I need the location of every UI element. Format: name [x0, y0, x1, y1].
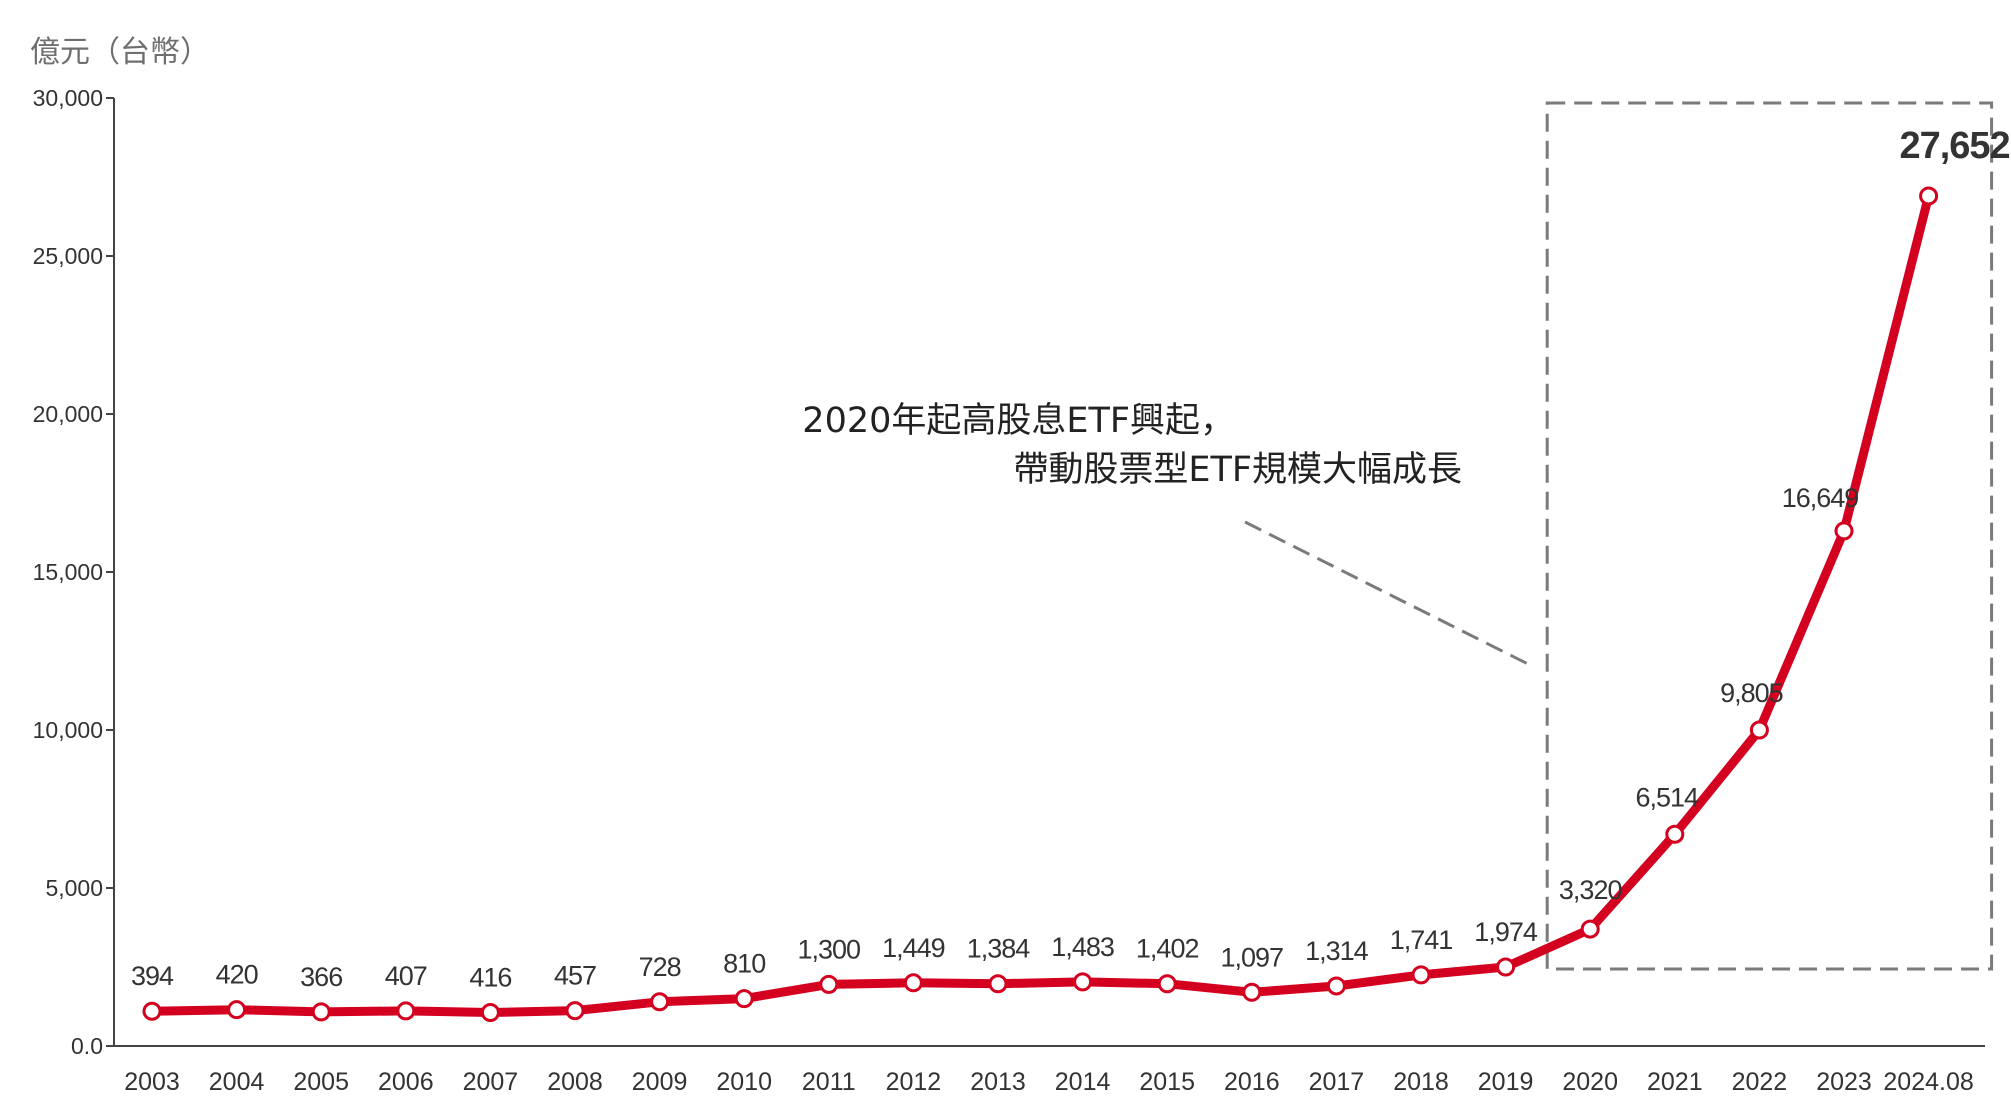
- x-tick-label: 2009: [632, 1068, 688, 1096]
- x-ticks: 2003 2004 2005 2006 2007 2008 2009 2010 2011 2012…: [124, 1068, 1974, 1096]
- data-label-2012: 1,449: [882, 933, 945, 963]
- data-point-2013: [988, 974, 1008, 994]
- data-point-2018: [1411, 965, 1431, 985]
- data-label-2016: 1,097: [1221, 942, 1284, 972]
- data-point-2015: [1157, 974, 1177, 994]
- data-label-2019: 1,974: [1474, 917, 1538, 947]
- x-tick-label: 2006: [378, 1068, 434, 1096]
- x-tick-label: 2023: [1816, 1068, 1872, 1096]
- x-tick-label: 2022: [1732, 1068, 1788, 1096]
- data-label-2005: 366: [300, 962, 342, 992]
- data-label-2022: 9,805: [1720, 678, 1783, 708]
- data-label-2013: 1,384: [967, 934, 1031, 964]
- data-point-2006: [396, 1001, 416, 1021]
- data-label-2011: 1,300: [798, 934, 861, 964]
- x-tick-label: 2021: [1647, 1068, 1703, 1096]
- x-tick-label: 2007: [463, 1068, 519, 1096]
- x-tick-label: 2020: [1562, 1068, 1618, 1096]
- x-tick-label: 2011: [802, 1068, 856, 1096]
- data-label-2009: 728: [639, 952, 681, 982]
- x-tick-label: 2005: [293, 1068, 349, 1096]
- data-point-2024.08: [1919, 186, 1939, 206]
- data-label-2003: 394: [131, 961, 174, 991]
- y-tick-label: 10,000: [33, 717, 103, 743]
- y-ticks: 0.0 5,000 10,000 15,000 20,000 25,000 30,000: [33, 85, 114, 1059]
- annotation-leader-line: [1244, 520, 1529, 666]
- data-label-2007: 416: [469, 963, 511, 993]
- data-point-2016: [1242, 982, 1262, 1002]
- data-point-2023: [1834, 521, 1854, 541]
- annotation-line-1: 2020年起高股息ETF興起，: [802, 401, 1235, 441]
- data-label-2017: 1,314: [1305, 936, 1369, 966]
- highlight-box-2020-2024: [1545, 101, 1994, 971]
- y-tick-label: 30,000: [33, 85, 103, 111]
- x-tick-label: 2010: [716, 1068, 772, 1096]
- x-tick-label: 2008: [547, 1068, 603, 1096]
- data-point-2003: [142, 1001, 162, 1021]
- x-tick-label: 2013: [970, 1068, 1026, 1096]
- x-tick-label: 2004: [209, 1068, 265, 1096]
- x-tick-label: 2024.08: [1883, 1068, 1973, 1096]
- x-tick-label: 2015: [1139, 1068, 1195, 1096]
- data-label-2021: 6,514: [1636, 782, 1700, 812]
- data-label-2010: 810: [723, 949, 765, 979]
- data-point-2014: [1073, 972, 1093, 992]
- data-point-2010: [734, 989, 754, 1009]
- data-point-2022: [1749, 720, 1769, 740]
- data-label-2008: 457: [554, 961, 596, 991]
- data-point-2019: [1496, 957, 1516, 977]
- data-point-2021: [1665, 824, 1685, 844]
- data-points: [142, 186, 1939, 1023]
- y-tick-label: 25,000: [33, 243, 103, 269]
- data-point-2012: [903, 973, 923, 993]
- data-label-2020: 3,320: [1559, 875, 1622, 905]
- data-point-2008: [565, 1001, 585, 1021]
- data-label-2024.08: 27,652: [1899, 125, 2009, 167]
- data-label-2015: 1,402: [1136, 934, 1199, 964]
- data-point-2011: [819, 974, 839, 994]
- data-label-2023: 16,649: [1782, 483, 1859, 513]
- y-tick-label: 0.0: [71, 1033, 103, 1059]
- series-line: [147, 191, 1934, 1017]
- y-axis-label: 億元（台幣）: [30, 35, 210, 70]
- data-label-2004: 420: [216, 960, 258, 990]
- y-tick-label: 15,000: [33, 559, 103, 585]
- data-point-2009: [650, 992, 670, 1012]
- annotation-line-2: 帶動股票型ETF規模大幅成長: [1013, 450, 1462, 490]
- data-label-2018: 1,741: [1390, 925, 1453, 955]
- y-tick-label: 20,000: [33, 401, 103, 427]
- y-tick-label: 5,000: [45, 875, 103, 901]
- data-point-2017: [1326, 976, 1346, 996]
- data-label-2006: 407: [385, 961, 427, 991]
- x-tick-label: 2003: [124, 1068, 180, 1096]
- x-tick-label: 2016: [1224, 1068, 1280, 1096]
- data-point-2004: [227, 1000, 247, 1020]
- x-tick-label: 2014: [1055, 1068, 1111, 1096]
- data-point-2007: [480, 1003, 500, 1023]
- x-tick-label: 2018: [1393, 1068, 1449, 1096]
- x-tick-label: 2019: [1478, 1068, 1534, 1096]
- data-point-2005: [311, 1002, 331, 1022]
- data-label-2014: 1,483: [1051, 932, 1114, 962]
- data-labels: 394 420 366 407 416 457 728 810 1,300 1,449 1,384 1…: [131, 125, 2011, 993]
- x-tick-label: 2012: [886, 1068, 942, 1096]
- x-tick-label: 2017: [1309, 1068, 1365, 1096]
- data-point-2020: [1580, 919, 1600, 939]
